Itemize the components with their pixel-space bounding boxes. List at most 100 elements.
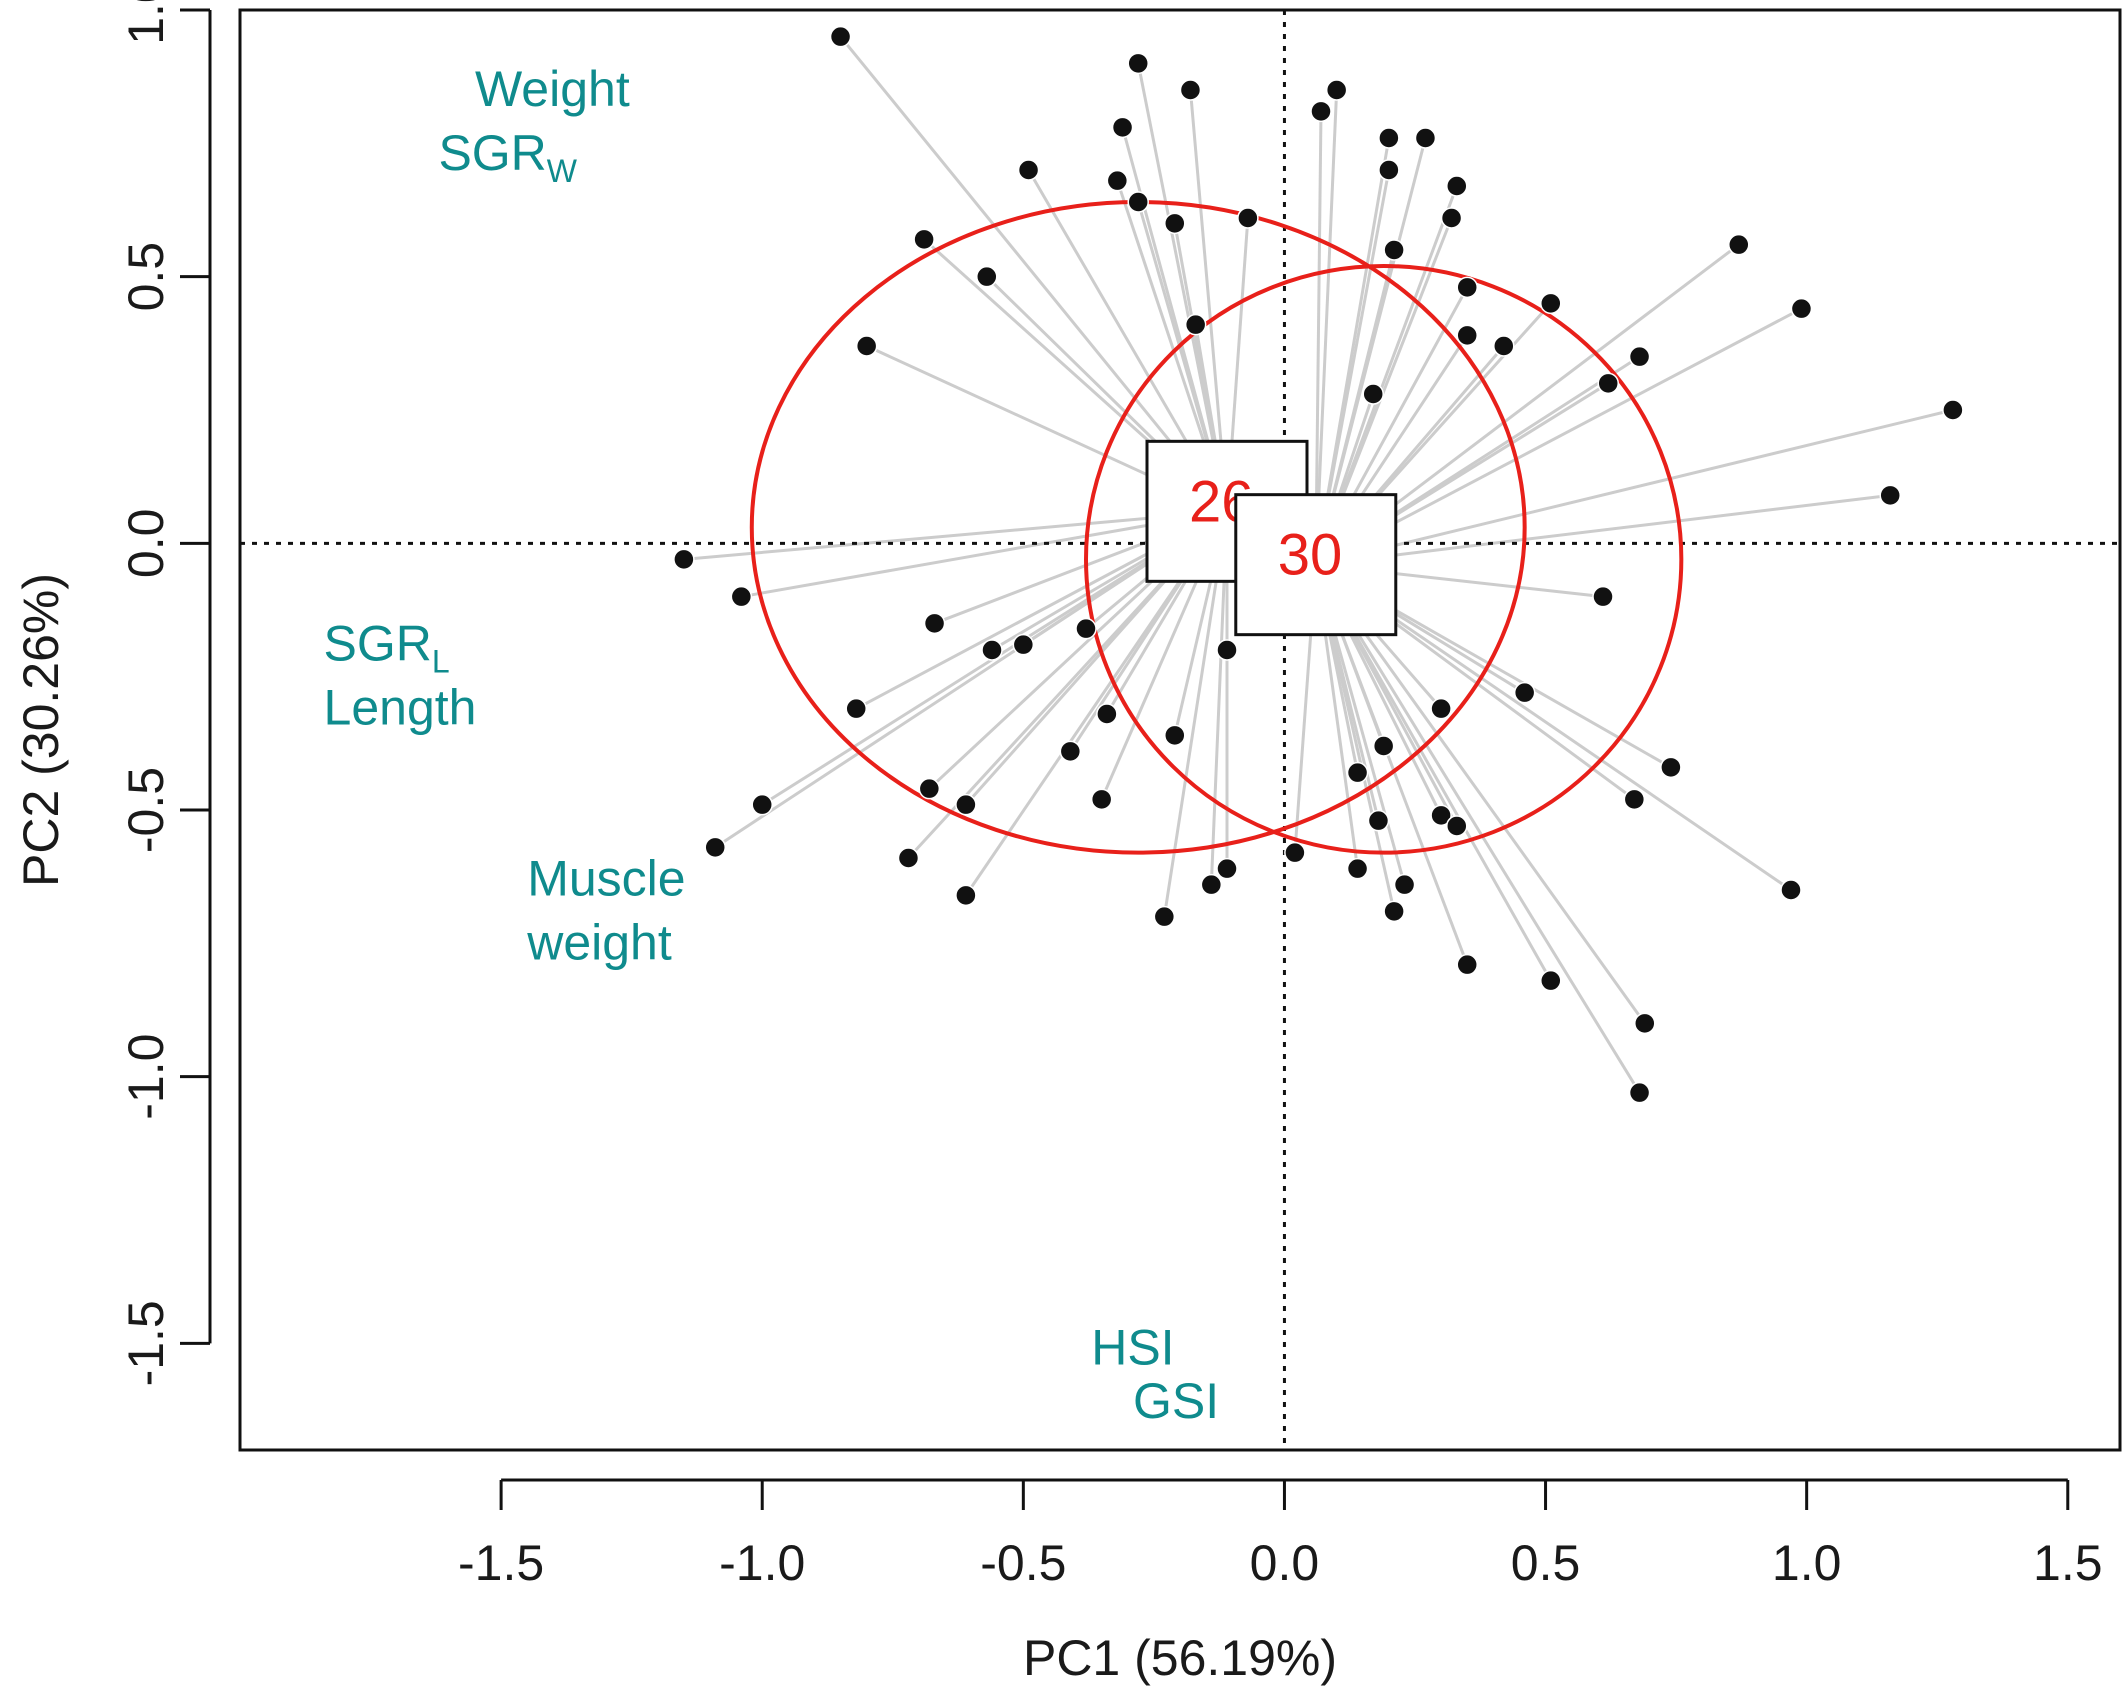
data-point (1446, 815, 1468, 837)
data-point (730, 585, 753, 608)
y-tick-label: 1.0 (118, 0, 174, 45)
data-point (1879, 484, 1901, 507)
plot-frame (238, 8, 2122, 1452)
data-point (955, 793, 977, 816)
data-point (1111, 116, 1134, 139)
variable-label: HSI (1091, 1320, 1174, 1376)
data-point (1440, 207, 1463, 229)
y-tick-label: 0.0 (118, 509, 174, 579)
data-point (955, 884, 977, 907)
data-point (1367, 809, 1390, 832)
data-point (1096, 703, 1118, 725)
data-point (1780, 879, 1802, 901)
x-tick-label: 0.5 (1511, 1535, 1581, 1591)
variable-label: GSI (1133, 1373, 1219, 1429)
data-point (897, 847, 920, 869)
data-point (1127, 191, 1149, 213)
data-point (1660, 756, 1682, 779)
data-point (1059, 740, 1082, 763)
data-point (1540, 969, 1562, 992)
data-point (1430, 804, 1452, 827)
variable-label: Muscle (527, 850, 685, 906)
x-tick-label: 1.0 (1772, 1535, 1842, 1591)
data-point (1378, 159, 1400, 181)
data-point (751, 793, 773, 816)
variable-label: Length (324, 680, 477, 736)
variable-label: Weight (475, 61, 630, 117)
data-point (1430, 697, 1452, 720)
y-tick-label: 0.5 (118, 242, 174, 312)
data-point (1592, 585, 1614, 608)
data-point (913, 228, 935, 251)
variable-label: SGRW (438, 125, 577, 189)
y-tick-label: -1.0 (118, 1034, 174, 1120)
data-point (1362, 383, 1384, 405)
data-point (829, 25, 852, 48)
data-point (981, 639, 1003, 661)
data-point (1456, 276, 1478, 299)
data-point (1012, 633, 1035, 656)
data-point (1216, 857, 1238, 880)
data-point (1200, 873, 1223, 896)
data-point (1446, 175, 1468, 197)
data-point (1628, 1081, 1651, 1104)
x-tick-label: -1.0 (719, 1535, 805, 1591)
x-tick-label: 1.5 (2033, 1535, 2103, 1591)
data-point (845, 697, 867, 720)
x-tick-label: -1.5 (458, 1535, 544, 1591)
spoke-line (1314, 563, 1646, 1025)
data-point (1346, 761, 1369, 784)
data-point (1075, 617, 1097, 640)
data-point (1623, 788, 1646, 811)
variable-label: weight (526, 914, 672, 970)
data-point (1184, 313, 1207, 336)
data-point (1106, 169, 1129, 192)
data-point (1728, 233, 1750, 256)
data-point (1346, 857, 1369, 880)
data-point (918, 777, 941, 800)
data-point (1628, 345, 1651, 368)
group-box-30 (1234, 493, 1398, 637)
x-tick-label: 0.0 (1250, 1535, 1320, 1591)
data-point (673, 548, 695, 571)
data-point (1383, 900, 1405, 923)
data-point (1216, 639, 1238, 661)
data-point (1378, 127, 1400, 149)
y-axis: -1.5 -1.0 -0.5 0.0 0.5 1.0 (118, 0, 212, 1386)
data-point (1284, 841, 1306, 864)
spoke-line (839, 35, 1229, 513)
y-tick-label: -0.5 (118, 767, 174, 853)
y-tick-label: -1.5 (118, 1300, 174, 1386)
spoke-line (1314, 563, 1641, 1094)
data-point (1942, 399, 1964, 421)
data-point (1017, 159, 1040, 181)
data-point (1153, 905, 1176, 928)
variable-label: SGRL (324, 616, 450, 680)
spoke-line (1315, 493, 1891, 567)
data-point (1310, 100, 1332, 123)
data-point (1456, 953, 1478, 976)
data-point (1540, 292, 1562, 315)
data-point (1513, 681, 1536, 704)
data-point (1383, 239, 1405, 261)
data-point (1634, 1012, 1656, 1035)
data-point (1090, 788, 1113, 811)
data-point (1414, 127, 1437, 149)
x-axis: -1.5 -1.0 -0.5 0.0 0.5 1.0 1.5 (458, 1478, 2103, 1591)
data-point (1493, 335, 1515, 357)
data-point (1372, 735, 1395, 757)
data-point (704, 836, 726, 859)
data-point (855, 335, 878, 357)
group-ellipse-30 (1084, 263, 1684, 855)
group-label-30: 30 (1278, 523, 1343, 588)
data-point (1790, 297, 1813, 320)
x-axis-label: PC1 (56.19%) (1023, 1630, 1337, 1686)
data-point (1179, 79, 1202, 101)
data-point (1164, 724, 1186, 747)
spoke-line (1315, 408, 1954, 567)
data-point (1456, 324, 1478, 347)
data-point (923, 612, 946, 635)
data-point (1393, 873, 1416, 896)
